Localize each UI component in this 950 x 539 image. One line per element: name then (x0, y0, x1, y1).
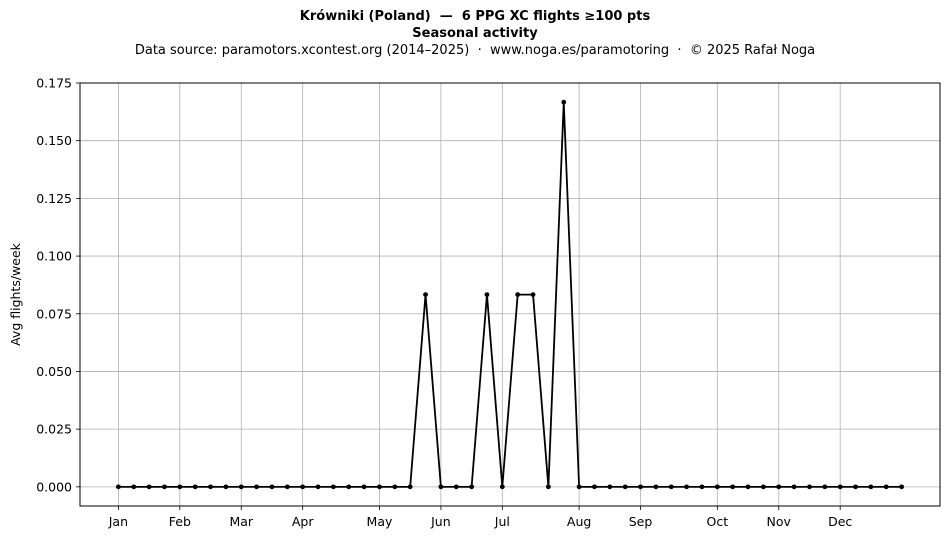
data-point (115, 484, 121, 490)
plot-frame (79, 82, 941, 507)
data-point (807, 484, 812, 490)
x-tick-label: Aug (567, 514, 591, 529)
x-tick-label: Apr (292, 514, 314, 529)
data-point (868, 484, 874, 490)
x-tick-label: Sep (629, 514, 653, 529)
data-point (822, 484, 828, 490)
data-point (177, 484, 183, 490)
x-tick-label: Oct (707, 514, 729, 529)
data-point (515, 292, 521, 298)
data-point (469, 484, 475, 490)
y-tick-label: 0.150 (36, 133, 72, 148)
y-tick-label: 0.050 (36, 364, 72, 379)
chart-title-block: Krówniki (Poland) — 6 PPG XC flights ≥10… (0, 8, 950, 59)
y-tick-label: 0.025 (36, 422, 72, 437)
data-point (315, 484, 321, 490)
data-point (684, 484, 690, 490)
data-point (837, 484, 843, 490)
data-point (499, 484, 505, 490)
data-point (530, 292, 536, 298)
data-source-note: Data source: paramotors.xcontest.org (20… (134, 43, 816, 58)
data-point (745, 484, 751, 490)
x-tick-label: May (367, 514, 393, 529)
data-point (162, 484, 167, 490)
data-point (330, 484, 336, 490)
x-tick-label: Jun (430, 514, 451, 529)
data-point (146, 484, 152, 490)
data-point (576, 484, 582, 490)
x-tick-label: Dec (828, 514, 852, 529)
y-tick-label: 0.100 (36, 249, 72, 264)
data-point (699, 484, 705, 490)
x-tick-label: Jul (494, 514, 510, 529)
data-point (776, 484, 782, 490)
data-point (484, 292, 490, 298)
data-point (453, 484, 459, 490)
grid-lines (80, 82, 940, 506)
data-point (423, 292, 428, 298)
x-tick-label: Jan (108, 514, 128, 529)
y-tick-label: 0.175 (36, 76, 72, 91)
data-point (269, 484, 275, 490)
data-point (192, 484, 198, 490)
data-point (223, 484, 229, 490)
data-point (653, 484, 659, 490)
x-tick-label: Nov (767, 514, 792, 529)
x-tick-label: Mar (229, 514, 253, 529)
data-point (238, 484, 244, 490)
data-point (883, 484, 889, 490)
data-point (545, 484, 551, 490)
y-axis-label: Avg flights/week (8, 242, 23, 346)
data-point (361, 484, 367, 490)
data-point (668, 484, 674, 490)
data-point (592, 484, 597, 490)
data-point (208, 484, 213, 490)
data-point (300, 484, 306, 490)
y-tick-label: 0.125 (36, 191, 72, 206)
data-point (392, 484, 398, 490)
chart-subtitle: Seasonal activity (412, 26, 538, 41)
data-point (638, 484, 643, 490)
data-point (760, 484, 766, 490)
series-line-group (115, 99, 905, 490)
data-point (377, 484, 382, 490)
data-point (131, 484, 137, 490)
chart-title: Krówniki (Poland) — 6 PPG XC flights ≥10… (299, 9, 651, 24)
y-tick-label: 0.075 (36, 306, 72, 321)
data-point (561, 99, 567, 105)
data-point (407, 484, 413, 490)
y-tick-label: 0.000 (36, 479, 72, 494)
data-point (622, 484, 628, 490)
data-point (791, 484, 797, 490)
x-tick-label: Feb (169, 514, 191, 529)
data-point (254, 484, 260, 490)
data-point (853, 484, 858, 490)
series-line (118, 101, 902, 488)
data-point (284, 484, 290, 490)
data-point (438, 484, 444, 490)
data-point (730, 484, 736, 490)
data-point (607, 484, 613, 490)
data-point (714, 484, 720, 490)
axis-ticks: Jan Feb Mar Apr May Jun Jul Aug Sep Oct Nov Dec 0.00… (36, 76, 852, 530)
data-point (899, 484, 905, 490)
data-point (346, 484, 352, 490)
